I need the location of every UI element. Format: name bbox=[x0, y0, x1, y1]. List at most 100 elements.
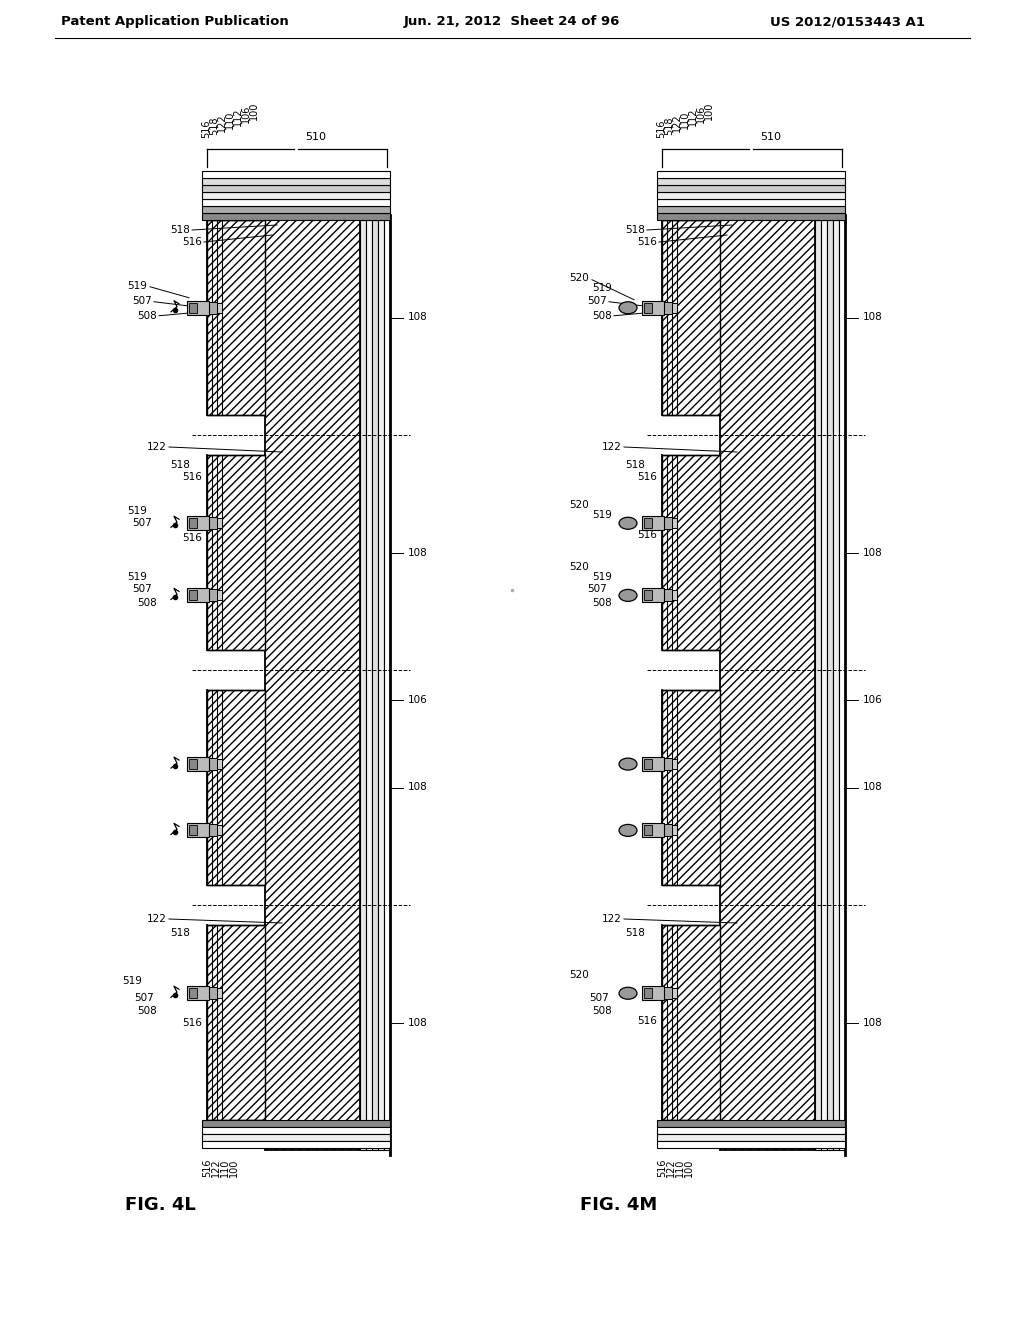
Text: FIG. 4L: FIG. 4L bbox=[125, 1196, 196, 1214]
Bar bbox=[644, 989, 652, 998]
Text: 518: 518 bbox=[170, 459, 190, 470]
Bar bbox=[662, 517, 672, 529]
Bar bbox=[815, 220, 821, 1150]
Bar bbox=[384, 220, 390, 1150]
Text: 516: 516 bbox=[201, 120, 211, 139]
Bar bbox=[265, 220, 360, 1150]
Text: 510: 510 bbox=[305, 132, 327, 143]
Bar bbox=[657, 172, 845, 178]
Text: 516: 516 bbox=[637, 473, 657, 482]
Bar bbox=[207, 690, 265, 884]
Text: 110: 110 bbox=[220, 1159, 230, 1177]
Bar bbox=[360, 220, 366, 1150]
Text: 520: 520 bbox=[569, 562, 589, 573]
Bar bbox=[207, 590, 217, 602]
Bar bbox=[202, 178, 390, 185]
Text: 507: 507 bbox=[132, 585, 152, 594]
Bar bbox=[662, 455, 720, 649]
Bar bbox=[657, 1134, 845, 1140]
Bar bbox=[644, 825, 652, 836]
Text: 520: 520 bbox=[569, 500, 589, 511]
Ellipse shape bbox=[618, 590, 637, 602]
Text: 516: 516 bbox=[637, 531, 657, 540]
Text: 508: 508 bbox=[137, 598, 157, 609]
Text: 106: 106 bbox=[863, 696, 883, 705]
Bar bbox=[657, 199, 845, 206]
Bar bbox=[207, 987, 217, 999]
Bar bbox=[662, 590, 672, 602]
Text: 516: 516 bbox=[202, 1159, 212, 1177]
Bar bbox=[217, 825, 222, 836]
Text: 519: 519 bbox=[122, 977, 142, 986]
Bar bbox=[187, 986, 209, 1001]
Text: 108: 108 bbox=[408, 1018, 428, 1027]
Text: 519: 519 bbox=[592, 282, 612, 293]
Bar bbox=[207, 825, 217, 837]
Bar bbox=[642, 301, 664, 314]
Bar bbox=[189, 302, 197, 313]
Bar bbox=[189, 759, 197, 770]
Text: 507: 507 bbox=[132, 519, 152, 528]
Bar bbox=[642, 589, 664, 602]
Text: 519: 519 bbox=[127, 573, 147, 582]
Text: 519: 519 bbox=[592, 573, 612, 582]
Bar bbox=[202, 199, 390, 206]
Text: 110: 110 bbox=[675, 1159, 685, 1177]
Bar bbox=[672, 825, 677, 836]
Bar bbox=[189, 590, 197, 601]
Text: 112: 112 bbox=[233, 108, 243, 127]
Text: 518: 518 bbox=[664, 116, 674, 135]
Bar bbox=[662, 302, 672, 314]
Text: 100: 100 bbox=[705, 102, 714, 120]
Bar bbox=[644, 759, 652, 770]
Bar bbox=[207, 925, 265, 1119]
Ellipse shape bbox=[618, 517, 637, 529]
Bar bbox=[366, 220, 372, 1150]
Bar bbox=[672, 519, 677, 528]
Text: 122: 122 bbox=[147, 442, 167, 451]
Text: 110: 110 bbox=[680, 111, 690, 129]
Bar bbox=[672, 302, 677, 313]
Text: 516: 516 bbox=[637, 238, 657, 247]
Text: 520: 520 bbox=[569, 273, 589, 282]
Text: 518: 518 bbox=[625, 224, 645, 235]
Bar bbox=[657, 1140, 845, 1148]
Text: 520: 520 bbox=[569, 970, 589, 981]
Text: 112: 112 bbox=[688, 108, 698, 127]
Bar bbox=[207, 455, 265, 649]
Bar bbox=[662, 925, 720, 1119]
Bar bbox=[202, 1140, 390, 1148]
Bar bbox=[657, 191, 845, 199]
Text: 110: 110 bbox=[225, 111, 234, 129]
Bar bbox=[642, 824, 664, 837]
Text: 507: 507 bbox=[589, 993, 609, 1003]
Text: 518: 518 bbox=[625, 459, 645, 470]
Text: 508: 508 bbox=[137, 310, 157, 321]
Text: 516: 516 bbox=[182, 238, 202, 247]
Text: 122: 122 bbox=[211, 1159, 221, 1177]
Text: 108: 108 bbox=[863, 313, 883, 322]
Text: 507: 507 bbox=[587, 585, 607, 594]
Bar bbox=[720, 220, 815, 1150]
Text: 122: 122 bbox=[602, 442, 622, 451]
Text: 122: 122 bbox=[147, 913, 167, 924]
Text: 507: 507 bbox=[132, 296, 152, 306]
Bar bbox=[657, 178, 845, 185]
Text: 106: 106 bbox=[696, 104, 706, 123]
Bar bbox=[672, 989, 677, 998]
Bar bbox=[642, 986, 664, 1001]
Text: 100: 100 bbox=[229, 1159, 239, 1177]
Text: 516: 516 bbox=[657, 1159, 667, 1177]
Text: 518: 518 bbox=[625, 928, 645, 939]
Bar bbox=[207, 302, 217, 314]
Bar bbox=[378, 220, 384, 1150]
Bar bbox=[202, 172, 390, 178]
Text: 108: 108 bbox=[408, 313, 428, 322]
Text: 508: 508 bbox=[137, 1006, 157, 1016]
Text: FIG. 4M: FIG. 4M bbox=[580, 1196, 657, 1214]
Text: 518: 518 bbox=[170, 928, 190, 939]
Ellipse shape bbox=[618, 302, 637, 314]
Text: 108: 108 bbox=[408, 783, 428, 792]
Text: 108: 108 bbox=[408, 548, 428, 557]
Bar bbox=[672, 590, 677, 601]
